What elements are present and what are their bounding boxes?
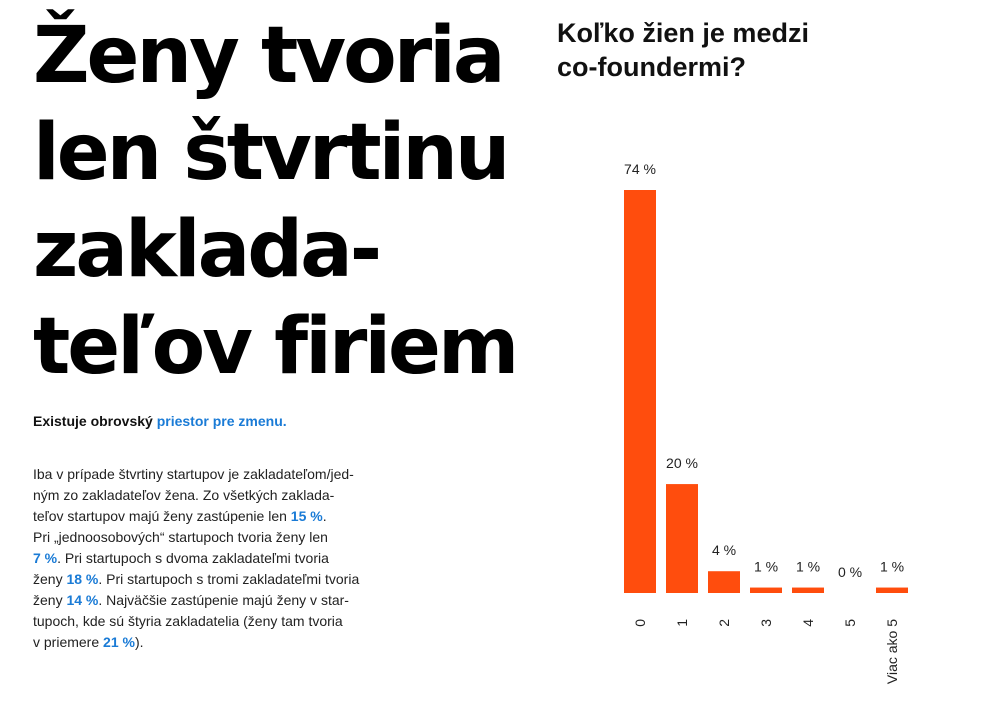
body-text-segment: . Pri startupoch s tromi zakladateľmi tv… xyxy=(98,571,360,587)
headline-line: len štvrtinu xyxy=(33,108,510,198)
body-text-segment: tupoch, kde sú štyria zakladatelia (ženy… xyxy=(33,613,343,629)
body-highlight-value: 15 % xyxy=(290,508,323,524)
body-paragraph: Iba v prípade štvrtiny startupov je zakl… xyxy=(33,464,413,653)
category-label: 3 xyxy=(758,619,774,627)
headline-line: Ženy tvoria xyxy=(33,11,506,101)
body-line: ným zo zakladateľov žena. Zo všetkých za… xyxy=(33,485,413,506)
bar-value-label: 1 % xyxy=(880,559,904,575)
body-highlight-value: 21 % xyxy=(103,634,135,650)
body-text-segment: . xyxy=(322,508,327,524)
body-line: ženy 14 %. Najväčšie zastúpenie majú žen… xyxy=(33,590,413,611)
category-label: 2 xyxy=(716,619,732,627)
category-label: 1 xyxy=(674,619,690,627)
body-highlight-value: 14 % xyxy=(66,592,99,608)
body-text-segment: ženy xyxy=(33,592,67,608)
body-line: 7 %. Pri startupoch s dvoma zakladateľmi… xyxy=(33,548,413,569)
body-line: tupoch, kde sú štyria zakladatelia (ženy… xyxy=(33,611,413,632)
body-text-segment: . Najväčšie zastúpenie majú ženy v star- xyxy=(98,592,349,608)
bar-value-label: 4 % xyxy=(712,542,736,558)
headline-line: zaklada- xyxy=(33,205,382,295)
body-line: Pri „jednoosobových“ startupoch tvoria ž… xyxy=(33,527,413,548)
lead-paragraph: Existuje obrovský priestor pre zmenu. xyxy=(33,412,287,430)
bar-1 xyxy=(666,484,698,593)
bar-viac-ako-5 xyxy=(876,587,908,593)
body-text-segment: ženy xyxy=(33,571,67,587)
bar-3 xyxy=(750,587,782,593)
body-highlight-value: 18 % xyxy=(66,571,99,587)
lead-text: Existuje obrovský xyxy=(33,413,157,429)
category-label: 0 xyxy=(632,619,648,627)
body-line: ženy 18 %. Pri startupoch s tromi zaklad… xyxy=(33,569,413,590)
bar-value-label: 74 % xyxy=(624,161,656,177)
bar-0 xyxy=(624,190,656,593)
chart-title-line: co-foundermi? xyxy=(557,52,746,82)
category-label: 5 xyxy=(842,619,858,627)
body-text-segment: Pri „jednoosobových“ startupoch tvoria ž… xyxy=(33,529,328,545)
body-text-segment: ným zo zakladateľov žena. Zo všetkých za… xyxy=(33,487,335,503)
body-highlight-value: 7 % xyxy=(33,550,58,566)
body-text-segment: ). xyxy=(134,634,144,650)
category-label: Viac ako 5 xyxy=(884,619,900,684)
bar-value-label: 1 % xyxy=(754,559,778,575)
body-line: Iba v prípade štvrtiny startupov je zakl… xyxy=(33,464,413,485)
headline: Ženy tvoria len štvrtinu zaklada- teľov … xyxy=(33,8,519,396)
body-text-segment: . Pri startupoch s dvoma zakladateľmi tv… xyxy=(57,550,329,566)
headline-line: teľov firiem xyxy=(33,302,519,392)
bar-value-label: 0 % xyxy=(838,564,862,580)
category-label: 4 xyxy=(800,619,816,627)
bar-2 xyxy=(708,571,740,593)
bar-value-label: 20 % xyxy=(666,455,698,471)
lead-highlight: priestor pre zmenu. xyxy=(156,413,287,429)
bar-4 xyxy=(792,587,824,593)
body-line: teľov startupov majú ženy zastúpenie len… xyxy=(33,506,413,527)
body-text-segment: teľov startupov majú ženy zastúpenie len xyxy=(33,508,291,524)
body-text-segment: v priemere xyxy=(33,634,104,650)
bar-value-label: 1 % xyxy=(796,559,820,575)
body-line: v priemere 21 %). xyxy=(33,632,413,653)
bar-chart: 74 % 0 20 % 1 4 % 2 1 % 3 1 % 4 0 % 5 1 % Viac ako 5 xyxy=(624,161,908,684)
chart-title: Koľko žien je medzi co-foundermi? xyxy=(557,16,809,84)
chart-title-line: Koľko žien je medzi xyxy=(557,18,809,48)
body-text-segment: Iba v prípade štvrtiny startupov je zakl… xyxy=(33,466,354,482)
